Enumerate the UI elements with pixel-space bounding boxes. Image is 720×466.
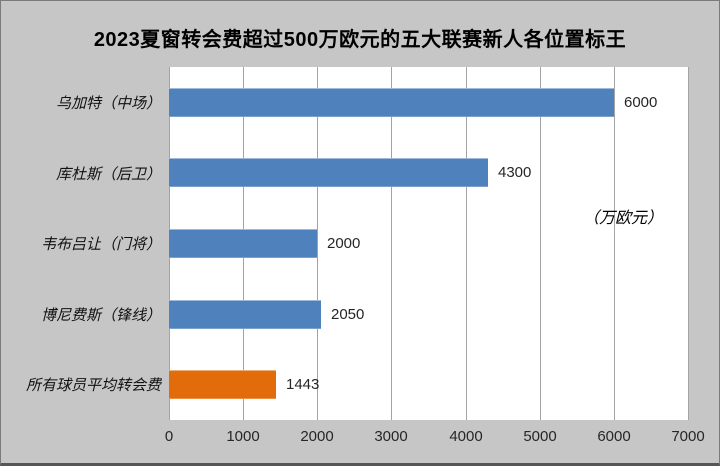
unit-label: （万欧元） (583, 208, 664, 227)
bar (169, 158, 488, 187)
bar (169, 88, 614, 117)
x-tick-label: 2000 (300, 428, 334, 445)
gridline (466, 67, 467, 420)
x-tick-label: 7000 (671, 428, 705, 445)
x-axis: 0 1000 2000 3000 4000 5000 6000 7000 (1, 428, 719, 448)
bar-value-label: 4300 (498, 164, 532, 181)
bar (169, 300, 321, 329)
x-tick-label: 6000 (597, 428, 631, 445)
category-label: 所有球员平均转会费 (25, 376, 161, 394)
bar-value-label: 6000 (624, 94, 658, 111)
category-label: 博尼费斯（锋线） (40, 306, 161, 324)
plot-area: 6000 4300 2000 2050 1443 (169, 67, 689, 420)
bar (169, 370, 276, 399)
chart-title: 2023夏窗转会费超过500万欧元的五大联赛新人各位置标王 (93, 29, 627, 51)
category-label: 韦布吕让（门将） (40, 235, 161, 253)
x-tick-label: 5000 (523, 428, 557, 445)
bar-value-label: 2000 (327, 235, 361, 252)
bar (169, 229, 317, 258)
x-tick-label: 4000 (449, 428, 483, 445)
gridline (391, 67, 392, 420)
bar-value-label: 2050 (331, 306, 365, 323)
x-tick-label: 0 (164, 428, 174, 445)
gridline (317, 67, 318, 420)
x-tick-label: 1000 (226, 428, 260, 445)
gridline (540, 67, 541, 420)
x-tick-label: 3000 (374, 428, 408, 445)
category-label: 库杜斯（后卫） (55, 165, 161, 183)
gridline (614, 67, 615, 420)
gridline (688, 67, 689, 420)
bar-value-label: 1443 (286, 376, 320, 393)
category-label: 乌加特（中场） (55, 94, 161, 112)
